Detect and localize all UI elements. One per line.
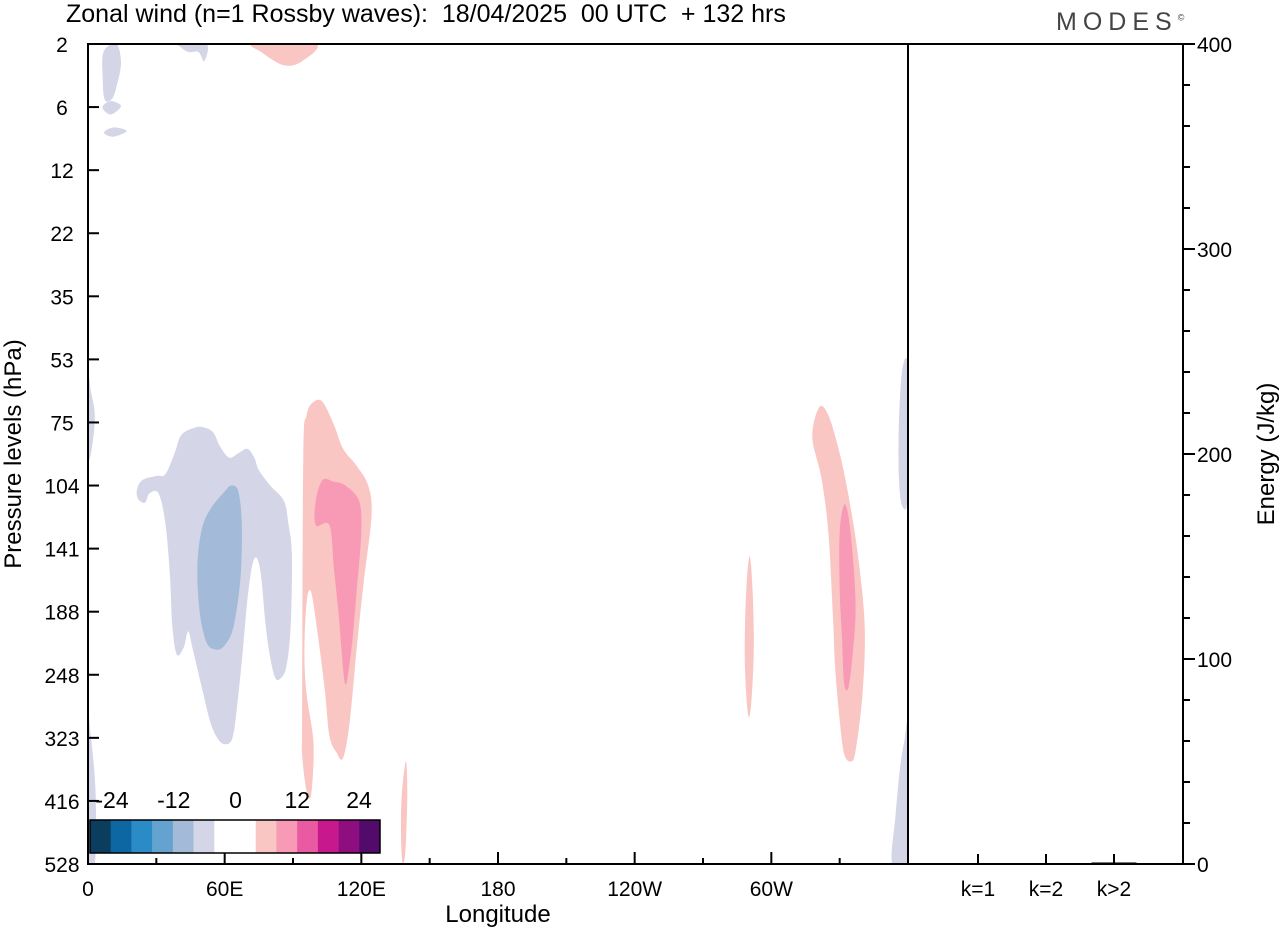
energy-tick-label: 0 (1197, 854, 1209, 877)
y-tick-label: 248 (44, 665, 79, 688)
colorbar-swatch (235, 820, 257, 853)
contour-tropo-westerly-a-core (314, 478, 362, 685)
y-tick-label: 22 (50, 223, 73, 246)
contour-layer (88, 44, 908, 864)
colorbar-swatch (297, 820, 319, 853)
energy-tick-label: 300 (1197, 239, 1232, 262)
y-tick-label: 2 (56, 34, 68, 57)
chart-title: Zonal wind (n=1 Rossby waves): 18/04/202… (66, 0, 786, 28)
colorbar-tick-label: 12 (284, 787, 310, 813)
y-tick-label: 416 (44, 791, 79, 814)
x-tick-label: 120W (607, 878, 662, 901)
contour-stratosphere-easterly-4 (177, 44, 209, 62)
contour-tropo-westerly-c (812, 405, 865, 762)
colorbar-swatch (152, 820, 174, 853)
colorbar: -24 -12 0 12 24 (89, 787, 381, 854)
y-tick-label: 141 (44, 539, 79, 562)
contour-edge-easterly-right-lower (891, 720, 908, 864)
y-tick-label: 35 (50, 286, 73, 309)
energy-bar-k>2 (1091, 862, 1137, 865)
colorbar-tick-label: -24 (95, 787, 128, 813)
colorbar-swatch (90, 820, 112, 853)
colorbar-tick-label: 24 (346, 787, 372, 813)
colorbar-swatch (131, 820, 153, 853)
y-tick-label: 323 (44, 728, 79, 751)
brand-name: MODES (1056, 8, 1178, 36)
y-tick-label: 53 (50, 349, 73, 372)
colorbar-swatch (110, 820, 132, 853)
colorbar-swatch (255, 820, 277, 853)
x-tick-label: 0 (82, 878, 94, 901)
contour-tropo-westerly-b (744, 556, 754, 718)
energy-category-label: k=2 (1029, 878, 1063, 901)
contour-stratosphere-easterly-1 (102, 44, 121, 102)
energy-tick-label: 400 (1197, 34, 1232, 57)
contour-edge-easterly-left-upper (88, 372, 95, 461)
brand-logo: MODES© (1056, 8, 1184, 37)
colorbar-swatch (359, 820, 381, 853)
x-tick-label: 60E (206, 878, 243, 901)
x-tick-label: 180 (480, 878, 515, 901)
contour-edge-easterly-right-upper (898, 357, 908, 510)
contour-stratosphere-easterly-3 (104, 127, 127, 137)
y-tick-label: 75 (50, 412, 73, 435)
contour-lower-westerly-thin (400, 761, 408, 864)
x-tick-label: 60W (750, 878, 793, 901)
energy-tick-label: 200 (1197, 444, 1232, 467)
colorbar-tick-label: 0 (229, 787, 242, 813)
y-tick-label: 12 (50, 160, 73, 183)
x-axis-label: Longitude (445, 901, 550, 928)
contour-tropo-westerly-c-core (839, 504, 856, 691)
colorbar-swatch (338, 820, 360, 853)
y-tick-label: 528 (44, 854, 79, 877)
colorbar-swatch (214, 820, 236, 853)
energy-axis-label: Energy (J/kg) (1253, 383, 1280, 526)
colorbar-swatch (172, 820, 194, 853)
y-axis-label: Pressure levels (hPa) (0, 339, 27, 568)
contour-stratosphere-easterly-2 (102, 100, 121, 115)
brand-mark: © (1177, 12, 1185, 23)
x-tick-label: 120E (337, 878, 386, 901)
energy-tick-label: 100 (1197, 649, 1232, 672)
y-tick-label: 104 (44, 476, 79, 499)
colorbar-swatch (276, 820, 298, 853)
contour-tropo-westerly-a (301, 399, 372, 799)
energy-category-label: k>2 (1097, 878, 1131, 901)
contour-tropo-easterly-core (197, 485, 242, 650)
energy-panel: 0 100 200 300 400 k=1 k=2 k>2 (908, 34, 1232, 901)
colorbar-swatch (193, 820, 215, 853)
colorbar-tick-label: -12 (157, 787, 190, 813)
y-tick-label: 188 (44, 602, 79, 625)
colorbar-frame (89, 819, 381, 854)
contour-stratosphere-westerly-top (250, 44, 318, 66)
colorbar-swatch (317, 820, 339, 853)
energy-category-label: k=1 (961, 878, 995, 901)
y-tick-label: 6 (56, 97, 68, 120)
